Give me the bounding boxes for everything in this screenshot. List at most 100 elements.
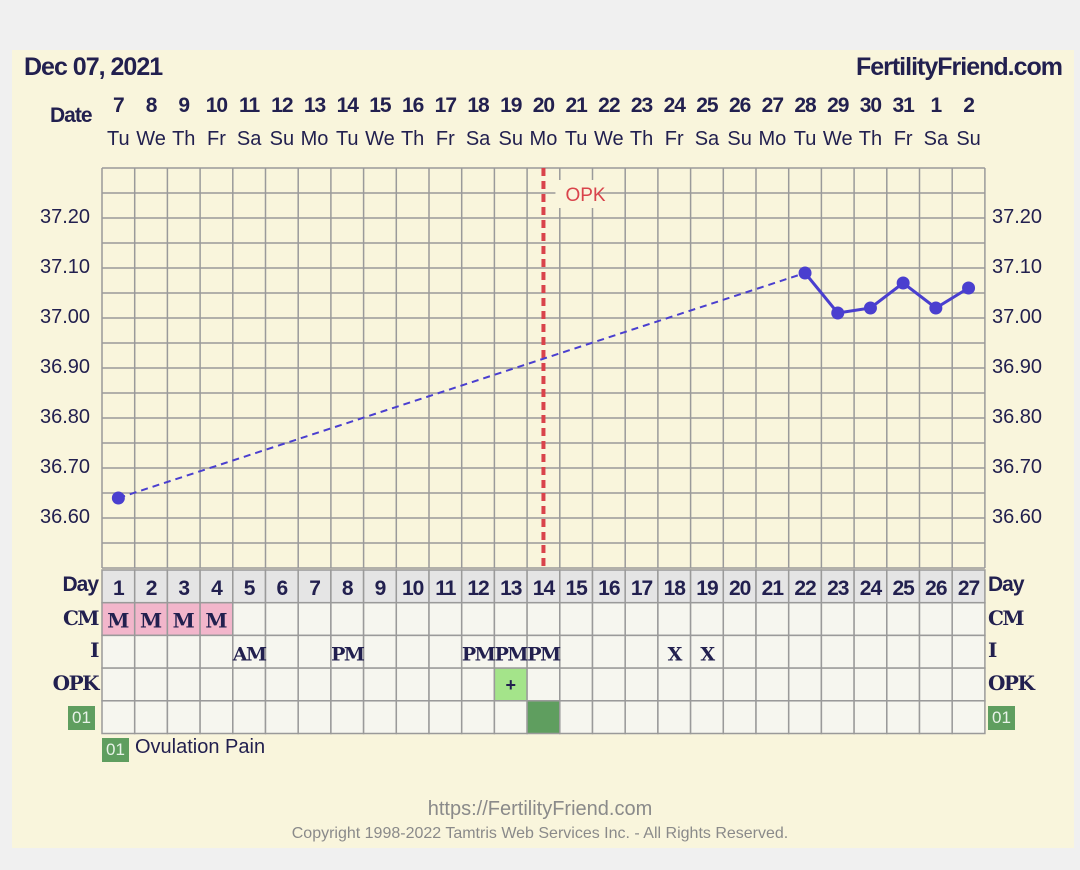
- day-number: 5: [244, 577, 256, 600]
- opk-value: +: [505, 675, 516, 695]
- weekday: Tu: [793, 128, 817, 150]
- weekday: We: [136, 128, 166, 150]
- y-tick-left: 36.90: [40, 356, 91, 378]
- row-cell: [297, 700, 332, 735]
- day-number: 24: [860, 577, 883, 600]
- row-cell: [526, 601, 561, 637]
- row-cell: [330, 601, 365, 637]
- date-number: 2: [963, 94, 975, 117]
- row-cell: [101, 634, 136, 669]
- day-number: 27: [958, 577, 980, 600]
- row-cell: [297, 634, 332, 669]
- row-cell: [624, 601, 659, 637]
- temp-point: [929, 301, 943, 315]
- date-label: Date: [50, 104, 93, 127]
- temp-point: [896, 276, 910, 290]
- y-tick-left: 37.20: [40, 206, 91, 228]
- row-cell: [232, 601, 267, 637]
- row-cell: [166, 634, 201, 669]
- row-cell: [395, 634, 430, 669]
- row-cell: [918, 667, 953, 702]
- row-cell: [101, 700, 136, 735]
- row-cell: [428, 667, 463, 702]
- date-number: 28: [794, 94, 816, 117]
- day-number: 11: [435, 577, 457, 600]
- footer-url[interactable]: https://FertilityFriend.com: [427, 798, 653, 820]
- row-cell: [657, 667, 692, 702]
- date-number: 8: [145, 94, 158, 117]
- row-cell: [853, 700, 888, 735]
- row-label-right: OPK: [988, 671, 1035, 696]
- day-number: 6: [277, 577, 288, 600]
- row-cell: [591, 667, 626, 702]
- day-number: 2: [146, 577, 157, 600]
- temp-point: [863, 301, 877, 315]
- ovulation-label-bg: [555, 180, 598, 208]
- day-number: 3: [178, 577, 189, 600]
- weekday: Sa: [465, 128, 491, 150]
- ovulation-label: OPK: [565, 185, 605, 206]
- row-cell: [395, 667, 430, 702]
- day-number: 8: [342, 577, 354, 600]
- intercourse-value: PM: [331, 643, 365, 665]
- row-cell: [199, 667, 234, 702]
- weekday: We: [594, 128, 624, 150]
- custom-row-badge-left: 01: [68, 705, 95, 730]
- chart-date: Dec 07, 2021: [24, 53, 163, 81]
- date-number: 27: [761, 94, 784, 117]
- row-cell: [722, 667, 757, 702]
- row-cell: [362, 700, 398, 735]
- row-cell: [362, 667, 398, 702]
- day-number: 1: [113, 577, 125, 600]
- row-cell: [493, 700, 528, 735]
- row-cell: [264, 667, 299, 702]
- row-cell: [460, 601, 496, 637]
- row-cell: [787, 601, 823, 637]
- day-number: 26: [925, 577, 947, 600]
- temp-line-dashed: [118, 272, 806, 499]
- row-cell: [820, 601, 855, 637]
- row-cell: [264, 700, 299, 735]
- weekday: Mo: [529, 128, 558, 150]
- row-cell: [428, 700, 463, 735]
- day-number: 15: [565, 577, 588, 600]
- date-number: 9: [178, 94, 190, 117]
- row-cell: [493, 569, 528, 604]
- row-cell: [428, 601, 463, 637]
- custom-row-badge-right: 01: [988, 705, 1015, 730]
- date-number: 11: [239, 94, 260, 117]
- date-number: 10: [205, 94, 228, 117]
- weekday: We: [365, 128, 395, 150]
- y-tick-right: 37.10: [992, 256, 1043, 278]
- date-number: 29: [827, 94, 849, 117]
- date-number: 14: [336, 94, 359, 117]
- row-cell: [460, 700, 496, 735]
- y-tick-right: 36.90: [992, 356, 1043, 378]
- day-number: 22: [794, 577, 816, 600]
- weekday: Sa: [923, 128, 949, 150]
- row-cell: [166, 667, 201, 702]
- row-cell: [951, 667, 986, 702]
- row-cell: [264, 634, 299, 669]
- row-cell: [591, 634, 626, 669]
- row-cell: [689, 601, 725, 637]
- intercourse-value: PM: [495, 643, 529, 665]
- row-cell: [689, 700, 725, 735]
- row-cell: [264, 601, 299, 637]
- row-cell: [559, 667, 594, 702]
- y-tick-right: 36.70: [992, 456, 1043, 478]
- row-cell: [820, 667, 855, 702]
- row-label-left: CM: [62, 605, 100, 630]
- date-number: 13: [303, 94, 326, 117]
- day-number: 14: [533, 577, 556, 600]
- row-cell: [166, 700, 201, 735]
- row-cell: [918, 601, 953, 637]
- row-cell: [101, 667, 136, 702]
- row-cell: [559, 601, 594, 637]
- row-cell: [624, 667, 659, 702]
- row-cell: [951, 569, 986, 604]
- day-number: 23: [827, 577, 849, 600]
- row-cell: [428, 634, 463, 669]
- date-number: 17: [434, 94, 457, 117]
- weekday: Th: [858, 128, 883, 150]
